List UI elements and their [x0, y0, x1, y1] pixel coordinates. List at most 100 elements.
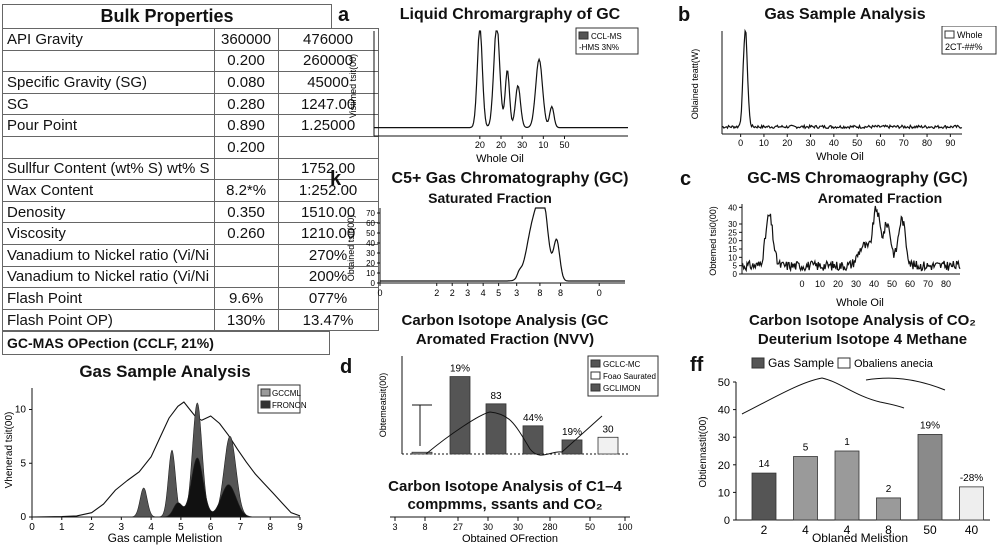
table-row: Denosity 0.350 1510.00 [2, 200, 379, 224]
x-tick-label: 0 [29, 522, 35, 533]
y-tick-label: 30 [718, 432, 730, 444]
panel-c-subtitle: Aromated Fraction [817, 190, 943, 206]
value-1: 0.890 [213, 114, 279, 137]
panel-label-b: b [678, 4, 691, 26]
bar-value-label: -28% [960, 473, 983, 484]
panel-label-c: c [680, 168, 692, 190]
x-tick-label: 3 [392, 522, 397, 532]
x-tick-label: 100 [617, 522, 632, 532]
x-tick-label: 20 [833, 279, 843, 289]
y-tick-label: 50 [718, 377, 730, 389]
x-tick-label: 4 [148, 522, 154, 533]
x-tick-label: 5 [178, 522, 184, 533]
x-tick-label: 2 [761, 523, 768, 537]
x-tick-label: 0 [377, 288, 382, 298]
property-name: Pour Point [2, 114, 215, 137]
gas-sample-left-title: Gas Sample Analysis [79, 362, 251, 381]
x-tick-label: 70 [923, 279, 933, 289]
bar-value-label: 14 [758, 459, 770, 470]
x-tick-label: 8 [558, 288, 563, 298]
y-tick-label: 60 [366, 219, 375, 228]
series-line [721, 28, 963, 130]
y-axis-label: Obtiennastit(00) [698, 416, 709, 487]
x-tick-label: 8 [885, 523, 892, 537]
x-tick-label: 2 [434, 288, 439, 298]
property-name: Viscosity [2, 222, 215, 245]
panel-a-title: Liquid Chromargraphy of GC [399, 6, 621, 23]
trend-curve-2 [865, 377, 946, 391]
methane-title: Deuterium Isotope 4 Methane [757, 331, 968, 348]
value-2: 077% [277, 287, 379, 310]
x-axis-label: Whole Oil [836, 297, 884, 308]
value-1: 0.080 [213, 71, 279, 94]
bar-value-label: 2 [886, 484, 892, 495]
bar [597, 436, 619, 455]
x-tick-label: 1 [59, 522, 65, 533]
panel-label-k: k [330, 168, 342, 190]
y-tick-label: 30 [366, 249, 375, 258]
property-name: Sullfur Content (wt% S) wt% S [2, 157, 215, 181]
legend-swatch [590, 359, 601, 368]
y-axis-label: Vhenerad tsit(00) [4, 412, 15, 489]
x-tick-label: 27 [453, 522, 463, 532]
table-row: Viscosity 0.260 1210.00 [2, 222, 379, 245]
y-tick-label: 15 [728, 245, 737, 254]
y-tick-label: 5 [20, 458, 26, 469]
y-axis-label: Oblained teatt(W) [690, 49, 700, 120]
value-2: 1510.00 [277, 200, 379, 224]
y-tick-label: 40 [718, 405, 730, 417]
panel-k-subtitle: Saturated Fraction [428, 190, 552, 206]
x-tick-label: 5 [496, 288, 501, 298]
x-tick-label: 3 [514, 288, 519, 298]
x-tick-label: 10 [815, 279, 825, 289]
x-tick-label: 40 [829, 138, 839, 148]
y-tick-label: 10 [728, 253, 737, 262]
value-1: 0.280 [213, 92, 279, 116]
y-tick-label: 10 [718, 487, 730, 499]
bar [751, 472, 777, 521]
x-tick-label: 30 [517, 140, 527, 150]
x-tick-label: 10 [759, 138, 769, 148]
value-1: 0.260 [213, 222, 279, 245]
value-1 [213, 243, 279, 267]
x-tick-label: 30 [806, 138, 816, 148]
x-tick-label: 2 [450, 288, 455, 298]
legend-label: GCCML [272, 389, 301, 398]
x-tick-label: 10 [538, 140, 548, 150]
value-2: 1:252.00 [277, 179, 379, 202]
co2-title: Carbon Isotope Analysis of CO₂ [749, 312, 976, 329]
bar-value-label: 83 [490, 391, 502, 402]
panel-label-a: a [338, 4, 350, 26]
property-name: Flash Point OP) [2, 308, 215, 332]
legend-label: FRONON [272, 401, 307, 410]
property-name [2, 135, 215, 159]
x-tick-label: 9 [297, 522, 303, 533]
property-name: SG [2, 92, 215, 116]
legend-label: Gas Sample [768, 356, 834, 370]
x-tick-label: 60 [905, 279, 915, 289]
x-tick-label: 20 [496, 140, 506, 150]
peak-area-fronon [121, 457, 271, 518]
table-row: 0.200 [2, 135, 379, 159]
value-1: 360000 [213, 28, 279, 51]
y-tick-label: 70 [366, 209, 375, 218]
bar [834, 450, 860, 521]
x-tick-label: 50 [559, 140, 569, 150]
property-name: Vanadium to Nickel ratio (Vi/Ni [2, 265, 215, 289]
value-1 [213, 157, 279, 181]
y-tick-label: 40 [728, 203, 737, 212]
legend-swatch [260, 400, 271, 409]
table-row: Flash Point OP) 130% 13.47% [2, 308, 379, 332]
y-axis-label: Vistimed tsit(00) [348, 54, 358, 118]
y-tick-label: 0 [20, 512, 26, 523]
y-tick-label: 10 [366, 269, 375, 278]
value-1: 8.2*% [213, 179, 279, 202]
value-2: 1.25000 [277, 114, 379, 137]
bar-value-label: 44% [523, 413, 543, 424]
x-axis-label: Gas cample Melistion [108, 531, 223, 545]
x-tick-label: 50 [585, 522, 595, 532]
table-row: Specific Gravity (SG) 0.080 45000 [2, 71, 379, 94]
x-tick-label: 7 [238, 522, 244, 533]
property-name: Specific Gravity (SG) [2, 71, 215, 94]
